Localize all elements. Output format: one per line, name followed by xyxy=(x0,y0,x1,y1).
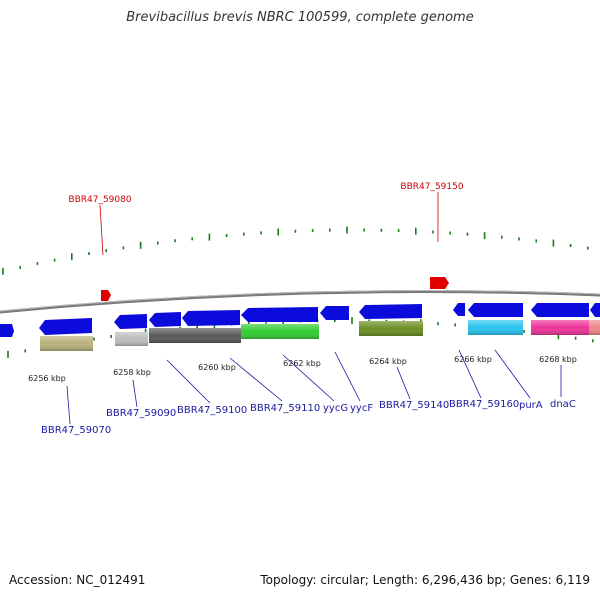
kbp-tick-label: 6256 kbp xyxy=(28,374,66,383)
kbp-tick-label: 6260 kbp xyxy=(198,363,236,372)
gene-arrow xyxy=(182,310,240,326)
gene-arrow xyxy=(468,303,523,317)
gene-arrow xyxy=(453,303,465,316)
leader-line xyxy=(334,351,361,402)
gene-arrow xyxy=(531,303,589,317)
gene-label-bottom: BBR47_59070 xyxy=(41,425,111,436)
gene-label-bottom: dnaC xyxy=(550,399,576,410)
gene-arrow xyxy=(241,307,318,322)
leader-line xyxy=(132,379,138,408)
kbp-tick-label: 6268 kbp xyxy=(539,355,577,364)
kbp-scale: 6256 kbp 6258 kbp 6260 kbp 6262 kbp 6264… xyxy=(28,355,577,383)
gene-arrows xyxy=(0,303,600,337)
bottom-leaders xyxy=(66,349,562,425)
genome-backbone-highlight xyxy=(0,289,600,312)
kbp-tick-label: 6258 kbp xyxy=(113,368,151,377)
gene-label-bottom: yycG xyxy=(323,403,348,414)
gene-label-bottom: BBR47_59140 xyxy=(379,400,449,411)
red-gene-marker xyxy=(101,290,111,301)
leader-line xyxy=(99,204,104,256)
leader-line xyxy=(458,349,482,399)
gene-label-bottom: yycF xyxy=(350,403,373,414)
gene-label-top: BBR47_59150 xyxy=(400,182,463,192)
kbp-tick-label: 6262 kbp xyxy=(283,359,321,368)
gene-arrow xyxy=(359,304,422,319)
gene-label-top: BBR47_59080 xyxy=(68,195,131,205)
leader-line xyxy=(396,366,411,400)
leader-line xyxy=(494,349,531,399)
gene-label-bottom: BBR47_59100 xyxy=(177,405,247,416)
annotation-blocks xyxy=(40,320,600,351)
gene-arrow xyxy=(320,306,349,320)
upper-tick-row xyxy=(2,226,589,275)
red-gene-marker xyxy=(430,277,449,289)
gene-arrow xyxy=(149,312,181,327)
gene-label-bottom: BBR47_59160 xyxy=(449,399,519,410)
bottom-labels: BBR47_59070 BBR47_59090 BBR47_59100 BBR4… xyxy=(41,399,576,436)
leader-line xyxy=(66,385,71,425)
gene-label-bottom: BBR47_59090 xyxy=(106,408,176,419)
gene-arrow xyxy=(590,303,600,317)
gene-arrow xyxy=(39,318,92,335)
accession-text: Accession: NC_012491 xyxy=(9,573,146,587)
kbp-tick-label: 6264 kbp xyxy=(369,357,407,366)
kbp-tick-label: 6266 kbp xyxy=(454,355,492,364)
leader-line xyxy=(282,354,335,402)
leader-line xyxy=(166,359,211,404)
gene-arrow xyxy=(114,314,147,329)
topology-text: Topology: circular; Length: 6,296,436 bp… xyxy=(260,573,590,587)
genome-backbone xyxy=(0,289,600,314)
gene-label-bottom: purA xyxy=(519,400,543,411)
gene-arrow xyxy=(0,324,14,337)
gene-label-bottom: BBR47_59110 xyxy=(250,403,320,414)
leader-line xyxy=(229,357,283,402)
map-title: Brevibacillus brevis NBRC 100599, comple… xyxy=(126,10,474,25)
